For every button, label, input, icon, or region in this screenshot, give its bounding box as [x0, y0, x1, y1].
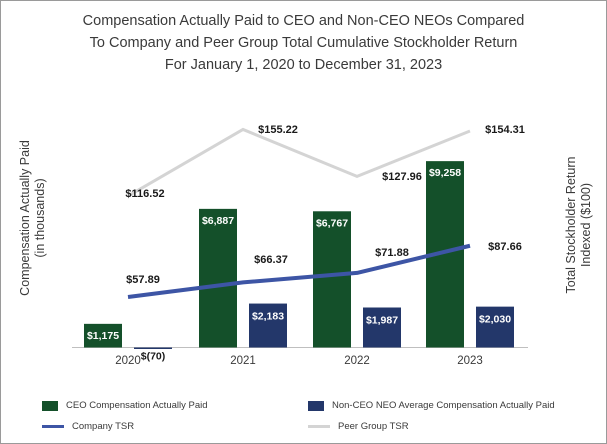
tsr-label-company-2023: $87.66 — [488, 241, 522, 253]
legend-swatch-ceo-cap — [42, 400, 58, 411]
legend-item-peer-tsr: Peer Group TSR — [308, 421, 409, 432]
bar-label-ceo-2021: $6,887 — [202, 215, 234, 227]
chart-title: Compensation Actually Paid to CEO and No… — [0, 10, 607, 76]
tsr-label-company-2020: $57.89 — [126, 274, 160, 286]
bar-label-neo-2021: $2,183 — [252, 311, 284, 323]
legend-label-company-tsr: Company TSR — [72, 421, 135, 432]
bar-neo-2022 — [363, 307, 401, 348]
tsr-label-peer-2020: $116.52 — [125, 188, 164, 200]
x-tick-label-2023: 2023 — [457, 355, 483, 367]
legend-label-peer-tsr: Peer Group TSR — [338, 421, 409, 432]
bar-ceo-2021 — [199, 208, 237, 348]
legend-item-ceo-cap: CEO Compensation Actually Paid — [42, 400, 208, 411]
legend-swatch-neo-cap — [308, 400, 324, 411]
bar-label-neo-2020: $(70) — [141, 351, 166, 363]
series-line-company-tsr — [127, 243, 471, 299]
x-tick-label-2021: 2021 — [230, 355, 256, 367]
legend-label-neo-cap: Non-CEO NEO Average Compensation Actuall… — [332, 400, 555, 411]
bar-ceo-2022 — [313, 211, 351, 348]
bar-label-ceo-2023: $9,258 — [429, 167, 461, 179]
bar-neo-2020 — [134, 347, 172, 349]
bar-label-ceo-2022: $6,767 — [316, 217, 348, 229]
legend-swatch-peer-tsr — [308, 425, 330, 428]
legend-item-neo-cap: Non-CEO NEO Average Compensation Actuall… — [308, 400, 555, 411]
tsr-label-peer-2022: $127.96 — [382, 171, 422, 183]
chart-title-line-2: To Company and Peer Group Total Cumulati… — [89, 35, 518, 51]
x-tick-label-2022: 2022 — [344, 355, 370, 367]
tsr-label-peer-2021: $155.22 — [258, 124, 298, 136]
tsr-label-peer-2023: $154.31 — [485, 124, 525, 136]
legend-item-company-tsr: Company TSR — [42, 421, 134, 432]
chart-title-line-1: Compensation Actually Paid to CEO and No… — [82, 13, 525, 29]
bar-neo-2021 — [249, 303, 287, 348]
bar-label-neo-2022: $1,987 — [366, 315, 398, 327]
bar-label-neo-2023: $2,030 — [479, 314, 511, 326]
bar-label-ceo-2020: $1,175 — [87, 330, 119, 342]
x-tick-label-2020: 2020 — [115, 355, 141, 367]
tsr-label-company-2022: $71.88 — [375, 247, 409, 259]
tsr-label-company-2021: $66.37 — [254, 254, 288, 266]
legend-label-ceo-cap: CEO Compensation Actually Paid — [66, 400, 208, 411]
chart-title-line-3: For January 1, 2020 to December 31, 2023 — [164, 57, 443, 73]
series-line-peer-tsr — [127, 127, 471, 198]
bar-neo-2023 — [476, 306, 514, 348]
bar-ceo-2020 — [84, 323, 122, 348]
legend-swatch-company-tsr — [42, 425, 64, 428]
